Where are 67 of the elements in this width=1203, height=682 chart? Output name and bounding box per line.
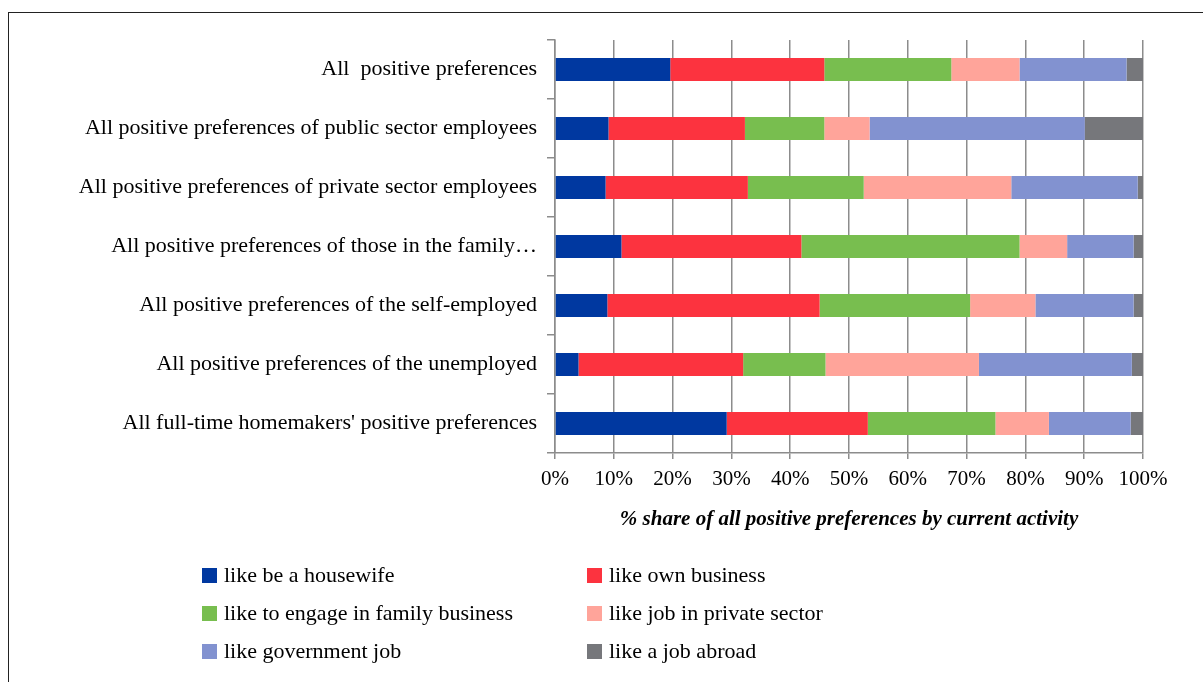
y-tick-label: All positive preferences of those in the family… (111, 232, 537, 258)
bar (744, 117, 825, 141)
x-tick-label: 50% (829, 466, 869, 491)
x-tick-label: 80% (1006, 466, 1045, 491)
y-tick-label: All full-time homemakers' positive preferences (122, 409, 537, 435)
bar (1067, 235, 1134, 259)
bar (824, 117, 870, 141)
y-tick-label: All positive preferences of private sector employees (78, 173, 537, 199)
bar (1035, 294, 1134, 318)
bar (951, 58, 1020, 82)
bar (825, 353, 979, 377)
bar (1084, 117, 1143, 141)
legend-label: like be a housewife (224, 562, 395, 588)
y-tick-label: All positive preferences of the unemployed (156, 350, 537, 376)
x-tick-label: 60% (888, 466, 928, 491)
bar (726, 412, 868, 436)
x-tick-label: 20% (653, 466, 692, 491)
legend-label: like a job abroad (609, 638, 757, 664)
bar (995, 412, 1049, 436)
bar (555, 294, 608, 318)
bar (1019, 58, 1127, 82)
y-tick-label: All positive preferences of the self-employed (139, 291, 537, 317)
bar (824, 58, 952, 82)
bar (1011, 176, 1138, 200)
bar (869, 117, 1085, 141)
x-tick-label: 40% (770, 466, 810, 491)
bar (978, 353, 1132, 377)
bar (578, 353, 744, 377)
bar (607, 294, 820, 318)
bar (555, 235, 622, 259)
bar (555, 58, 671, 82)
bar (605, 176, 748, 200)
legend-label: like government job (224, 638, 402, 664)
x-tick-label: 100% (1118, 466, 1168, 491)
legend-label: like own business (609, 562, 766, 588)
bar (801, 235, 1020, 259)
x-tick-label: 10% (594, 466, 634, 491)
bar (1131, 353, 1143, 377)
y-tick-label: All positive preferences of public sector employees (84, 114, 537, 140)
bar (555, 412, 727, 436)
bar (1133, 235, 1143, 259)
x-tick-label: 90% (1064, 466, 1104, 491)
bar (747, 176, 864, 200)
bar (555, 353, 579, 377)
bar (555, 117, 609, 141)
bar (1019, 235, 1068, 259)
bar (670, 58, 825, 82)
legend-label: like job in private sector (609, 600, 823, 626)
y-tick-label: All positive preferences (321, 55, 537, 81)
bar (819, 294, 971, 318)
bar (867, 412, 996, 436)
x-tick-label: 70% (947, 466, 986, 491)
x-axis-title: % share of all positive preferences by current activity (619, 505, 1079, 530)
bar (621, 235, 802, 259)
bar (743, 353, 826, 377)
bar (1133, 294, 1143, 318)
bar (1137, 176, 1143, 200)
legend-label: like to engage in family business (224, 600, 513, 626)
bar (970, 294, 1036, 318)
bar (1130, 412, 1143, 436)
bar (1126, 58, 1143, 82)
bar (608, 117, 745, 141)
x-tick-label: 30% (712, 466, 751, 491)
bar (555, 176, 606, 200)
x-tick-label: 0% (541, 466, 569, 491)
bar (1048, 412, 1131, 436)
bar (863, 176, 1012, 200)
